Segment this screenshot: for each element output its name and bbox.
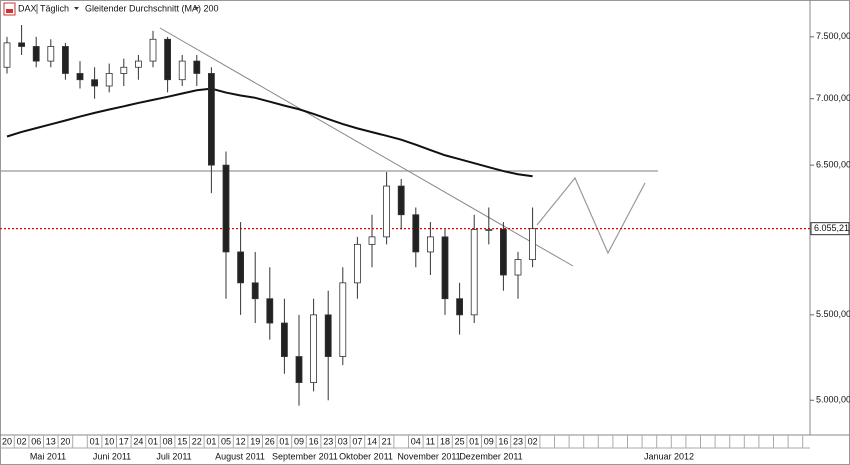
candle-body xyxy=(149,38,157,62)
candle-body xyxy=(339,282,347,357)
x-tick-label: 16 xyxy=(309,436,319,446)
candle-body xyxy=(324,314,332,357)
candle-body xyxy=(310,314,318,383)
candle-body xyxy=(32,46,40,62)
x-tick-label: 20 xyxy=(60,436,70,446)
x-tick-label: 26 xyxy=(265,436,275,446)
x-tick-label: 23 xyxy=(323,436,333,446)
y-tick-label: 5.500,00 xyxy=(816,309,850,319)
x-tick-label: 25 xyxy=(455,436,465,446)
candle-body xyxy=(207,73,215,166)
x-tick-label: 01 xyxy=(469,436,479,446)
candle-body xyxy=(18,42,26,47)
x-tick-label: 11 xyxy=(426,436,435,446)
x-tick-label: 21 xyxy=(382,436,392,446)
x-tick-label: 13 xyxy=(46,436,56,446)
x-tick-label: 07 xyxy=(352,436,362,446)
x-tick-label: 23 xyxy=(513,436,523,446)
interval[interactable]: Täglich xyxy=(40,3,69,13)
last-price-label: 6.055,21 xyxy=(814,223,849,233)
candle-body xyxy=(76,73,84,81)
candle-body xyxy=(193,60,201,74)
x-tick-label: 17 xyxy=(119,436,129,446)
projection-line xyxy=(536,176,646,255)
candle-body xyxy=(3,42,11,68)
candle-body xyxy=(353,243,361,284)
candle-body xyxy=(62,46,69,74)
candle-body xyxy=(441,236,449,300)
month-label: September 2011 xyxy=(272,451,338,461)
y-tick-label: 6.500,00 xyxy=(816,160,850,170)
x-tick-label: 06 xyxy=(31,436,41,446)
month-label: Juni 2011 xyxy=(93,451,131,461)
trend-line xyxy=(159,27,574,267)
x-tick-label: 15 xyxy=(177,436,187,446)
candle-body xyxy=(368,236,376,245)
candle-body xyxy=(514,259,522,276)
x-tick-label: 03 xyxy=(338,436,348,446)
x-tick-label: 24 xyxy=(133,436,143,446)
candle-body xyxy=(237,251,245,284)
candle-body xyxy=(499,229,507,276)
candle-body xyxy=(426,236,434,253)
indicator[interactable]: Gleitender Durchschnitt (MA) 200 xyxy=(85,3,219,13)
month-label: Januar 2012 xyxy=(644,451,694,461)
x-tick-label: 01 xyxy=(90,436,100,446)
candle-body xyxy=(134,60,142,68)
x-tick-label: 09 xyxy=(484,436,494,446)
candle-body xyxy=(120,66,128,74)
x-tick-label: 18 xyxy=(440,436,450,446)
candle-body xyxy=(412,214,420,253)
candle-body xyxy=(470,229,478,316)
x-tick-label: 12 xyxy=(236,436,246,446)
x-tick-label: 14 xyxy=(367,436,377,446)
candle-body xyxy=(456,298,464,316)
candle-body xyxy=(397,185,405,216)
candle-body xyxy=(164,38,172,81)
month-label: August 2011 xyxy=(215,451,265,461)
candle-body xyxy=(485,229,493,231)
x-tick-label: 02 xyxy=(528,436,538,446)
candle-body xyxy=(178,60,186,81)
x-tick-label: 01 xyxy=(148,436,158,446)
x-tick-label: 08 xyxy=(163,436,173,446)
month-label: Dezember 2011 xyxy=(459,451,522,461)
x-tick-label: 04 xyxy=(411,436,421,446)
month-label: Oktober 2011 xyxy=(339,451,393,461)
icon-fill xyxy=(6,9,13,13)
dropdown-arrow[interactable] xyxy=(194,7,199,10)
candle-body xyxy=(295,356,303,383)
x-tick-label: 10 xyxy=(104,436,114,446)
x-tick-label: 01 xyxy=(279,436,289,446)
x-tick-label: 09 xyxy=(294,436,304,446)
candle-body xyxy=(251,282,259,300)
dropdown-arrow[interactable] xyxy=(74,7,79,10)
month-label: November 2011 xyxy=(397,451,460,461)
candle-body xyxy=(105,73,113,87)
candle-body xyxy=(529,228,536,260)
ma-line xyxy=(6,87,533,178)
x-tick-label: 19 xyxy=(250,436,260,446)
candle-body xyxy=(280,322,288,357)
y-tick-label: 7.500,00 xyxy=(816,31,850,41)
candle-body xyxy=(47,46,55,62)
candle-body xyxy=(91,79,98,87)
y-tick-label: 7.000,00 xyxy=(816,93,850,103)
x-tick-label: 16 xyxy=(498,436,508,446)
last-price-box xyxy=(810,222,850,236)
x-tick-label: 20 xyxy=(2,436,12,446)
x-tick-label: 02 xyxy=(17,436,27,446)
candle-body xyxy=(383,185,391,238)
candle-body xyxy=(266,298,274,324)
symbol[interactable]: DAX xyxy=(18,3,37,13)
x-tick-label: 05 xyxy=(221,436,231,446)
month-label: Juli 2011 xyxy=(156,451,191,461)
month-label: Mai 2011 xyxy=(30,451,66,461)
candle-body xyxy=(222,164,230,253)
x-tick-label: 01 xyxy=(206,436,216,446)
x-tick-label: 22 xyxy=(192,436,202,446)
y-tick-label: 5.000,00 xyxy=(816,395,850,405)
